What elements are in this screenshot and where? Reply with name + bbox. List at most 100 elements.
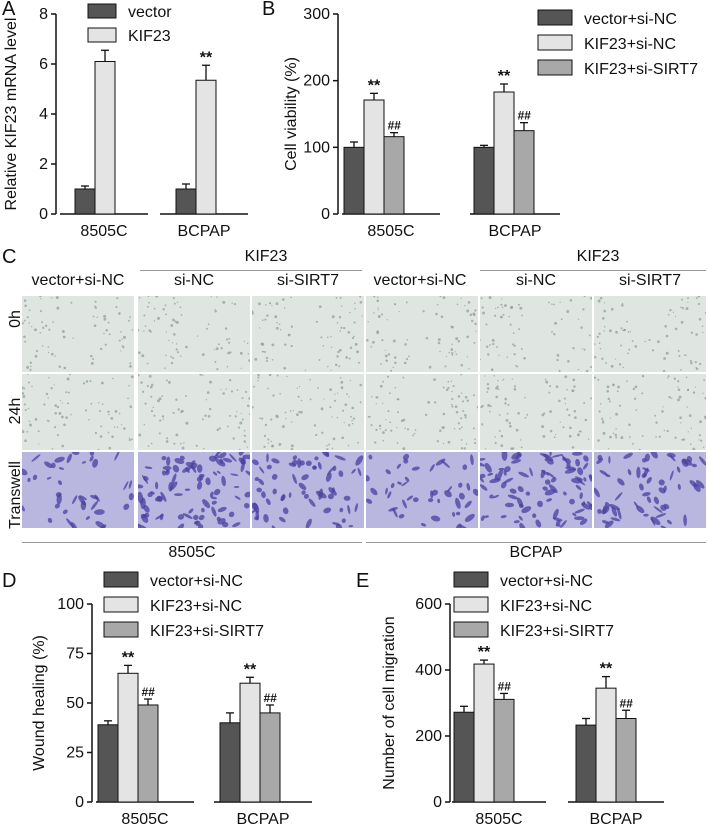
micrograph-image — [366, 296, 478, 372]
group-header-line-2 — [480, 270, 706, 271]
y-tick-label: 8 — [39, 6, 48, 23]
legend-label: vector+si-NC — [500, 573, 593, 590]
bar-kif23-si-sirt7 — [259, 712, 281, 803]
legend-swatch — [87, 3, 117, 19]
bar-vector-si-nc — [219, 722, 241, 803]
legend-swatch — [453, 621, 489, 638]
x-tick-label: BCPAP — [236, 811, 289, 828]
bar-vector-si-nc — [343, 146, 365, 215]
bar-kif23-si-nc — [117, 672, 139, 803]
x-tick-label: 8505C — [80, 223, 127, 240]
significance-mark: ## — [263, 691, 277, 705]
cell-speckles — [22, 374, 134, 450]
y-tick-label: 100 — [57, 596, 84, 613]
bar-vector-si-nc — [473, 146, 495, 215]
group-header-kif23-2: KIF23 — [576, 248, 620, 265]
y-tick-label: 100 — [303, 139, 330, 156]
bar-kif23-si-sirt7 — [513, 130, 535, 215]
cell-speckles — [252, 374, 362, 450]
group-header-kif23-1: KIF23 — [244, 248, 288, 265]
y-axis-label: Cell viability (%) — [283, 57, 300, 171]
y-tick-label: 25 — [66, 745, 84, 762]
y-tick-label: 0 — [321, 206, 330, 223]
y-tick-label: 200 — [415, 728, 442, 745]
micrograph-image — [252, 452, 364, 528]
significance-mark: ## — [517, 109, 531, 123]
bar-kif23-si-sirt7 — [493, 698, 515, 803]
y-tick-label: 200 — [303, 73, 330, 90]
micrograph-image — [138, 296, 250, 372]
significance-mark: ** — [244, 661, 257, 678]
micrograph-image — [138, 452, 250, 528]
group-header-line-1 — [140, 270, 362, 271]
column-label-2: si-NC — [174, 272, 214, 289]
legend-label: KIF23+si-SIRT7 — [150, 623, 264, 640]
y-tick-label: 75 — [66, 646, 84, 663]
legend-swatch — [103, 596, 139, 613]
legend-label: KIF23+si-SIRT7 — [500, 623, 614, 640]
y-tick-label: 0 — [75, 794, 84, 811]
cell-speckles — [138, 374, 250, 450]
cell-line-label-bcpap: BCPAP — [509, 544, 563, 561]
y-tick-label: 6 — [39, 56, 48, 73]
significance-mark: ** — [600, 661, 613, 678]
micrograph-image — [480, 452, 592, 528]
column-label-5: si-NC — [516, 272, 556, 289]
y-tick-label: 300 — [303, 6, 330, 23]
legend-swatch — [537, 34, 573, 51]
cell-speckles — [252, 296, 363, 372]
bar-kif23 — [195, 79, 217, 215]
legend-swatch — [453, 596, 489, 613]
legend-swatch — [537, 59, 573, 76]
panel-letter-d: D — [2, 570, 17, 592]
y-axis-label: Relative KIF23 mRNA level — [3, 18, 20, 211]
micrograph-image — [594, 296, 706, 372]
bar-kif23-si-nc — [595, 687, 617, 803]
legend-label: KIF23+si-NC — [500, 598, 592, 615]
micrograph-image — [22, 452, 134, 528]
legend-label: vector — [128, 4, 172, 21]
chart-e-cell-migration: 0 200 400 600 Number of cell migration 8505C B… — [381, 571, 664, 828]
bar-vector — [175, 188, 197, 215]
y-tick-label: 2 — [39, 156, 48, 173]
x-tick-label: 8505C — [367, 223, 414, 240]
cell-speckles — [22, 296, 134, 371]
micrograph-image — [480, 374, 592, 450]
y-tick-label: 0 — [39, 206, 48, 223]
significance-mark: ** — [368, 77, 381, 94]
cell-line-underline-1 — [22, 542, 362, 543]
cell-speckles — [594, 374, 706, 450]
x-tick-label: 8505C — [475, 811, 522, 828]
chart-d-wound-healing: 0 25 50 75 100 Wound healing (%) 8505C BCPAP ** *… — [31, 571, 312, 828]
micrograph-image — [594, 452, 706, 528]
stained-cells — [480, 452, 592, 528]
cell-speckles — [367, 374, 478, 450]
legend-swatch — [103, 571, 139, 588]
x-tick-label: 8505C — [121, 811, 168, 828]
stained-cells — [252, 452, 364, 528]
cell-speckles — [594, 296, 706, 372]
y-tick-label: 600 — [415, 596, 442, 613]
bar-kif23-si-sirt7 — [615, 718, 637, 803]
legend-swatch — [453, 571, 489, 588]
legend-label: KIF23+si-NC — [584, 36, 676, 53]
column-label-6: si-SIRT7 — [619, 272, 681, 289]
significance-mark: ## — [141, 685, 155, 699]
bar-kif23-si-sirt7 — [383, 136, 405, 215]
y-tick-label: 400 — [415, 662, 442, 679]
bar-vector-si-nc — [453, 711, 475, 803]
legend-label: vector+si-NC — [150, 573, 243, 590]
stained-cells — [22, 452, 134, 528]
y-axis-label: Wound healing (%) — [31, 635, 48, 771]
column-label-3: si-SIRT7 — [277, 272, 339, 289]
chart-b-cell-viability: 0 100 200 300 Cell viability (%) 8505C BCPAP **… — [283, 6, 698, 240]
significance-mark: ## — [619, 696, 633, 710]
y-tick-label: 0 — [433, 794, 442, 811]
micrograph-image — [252, 374, 364, 450]
x-tick-label: BCPAP — [589, 811, 642, 828]
cell-speckles — [480, 296, 592, 372]
stained-cells — [138, 452, 250, 528]
cell-line-underline-2 — [366, 542, 706, 543]
legend-label: KIF23+si-SIRT7 — [584, 61, 698, 78]
micrograph-image — [22, 296, 134, 372]
